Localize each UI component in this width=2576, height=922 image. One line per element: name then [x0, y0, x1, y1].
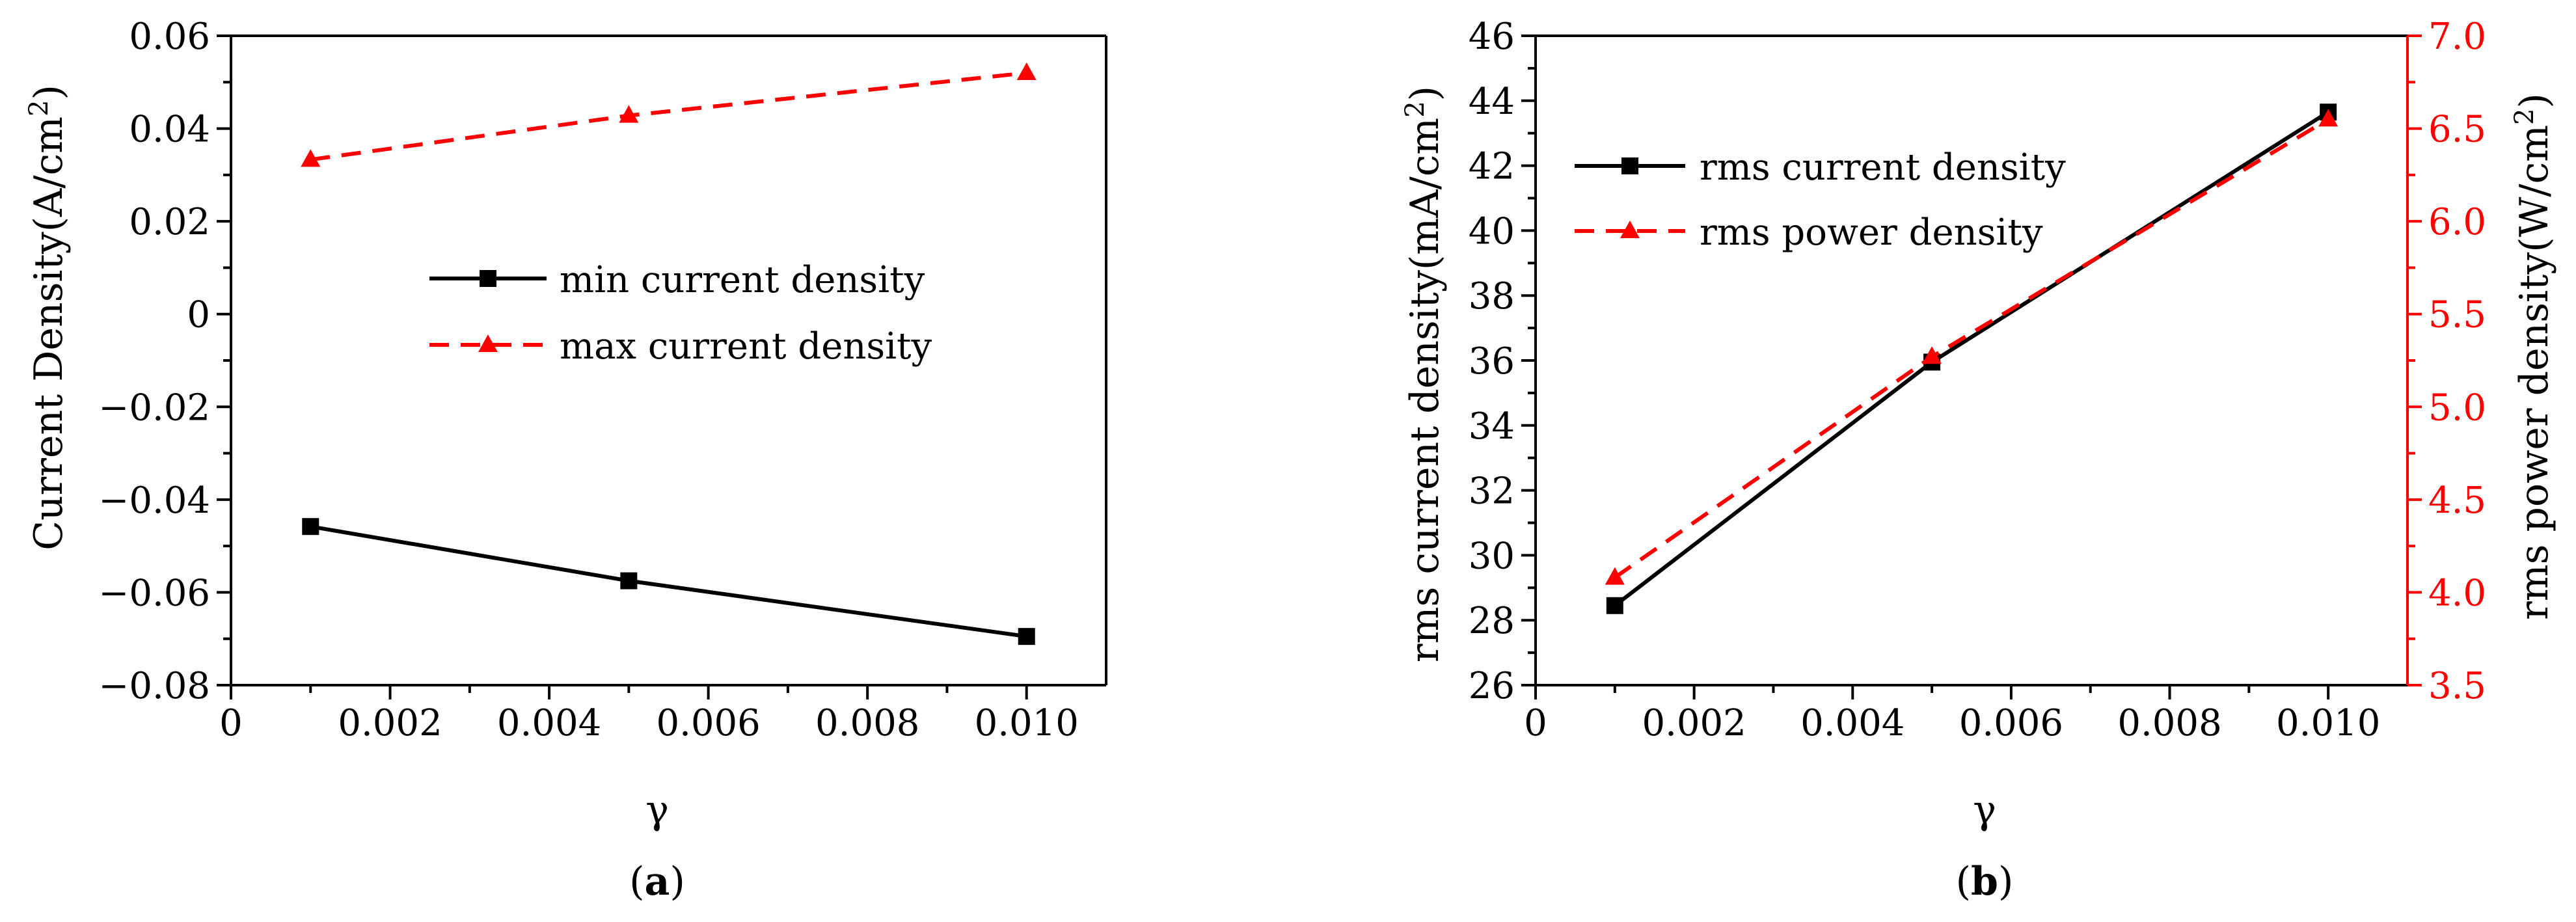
legend-marker-max-current — [478, 334, 498, 352]
panel-a-caption-letter: a — [645, 859, 670, 904]
panel-a-y-axis-label-sup: 2 — [24, 100, 54, 116]
panel-b-x-tick-label: 0.010 — [2276, 702, 2380, 744]
legend-marker-rms-current — [1621, 157, 1638, 174]
panel-b-left-y-axis-label: rms current density(mA/cm2) — [1400, 86, 1448, 662]
panel-b-x-tick-label: 0.008 — [2117, 702, 2221, 744]
panel-b-x-tick-label: 0.004 — [1800, 702, 1905, 744]
panel-a-legend: min current density max current density — [429, 259, 932, 368]
panel-a-x-tick-label: 0.004 — [497, 702, 601, 744]
panel-a-max-current-point — [301, 149, 321, 167]
panel-b-right-y-tick-label: 5.5 — [2428, 294, 2486, 336]
panel-b-rms-power-point — [1605, 567, 1625, 585]
panel-a-x-tick-label: 0.006 — [656, 702, 760, 744]
panel-a-y-tick-label: 0.06 — [129, 16, 210, 58]
panel-b-left-y-tick-label: 32 — [1469, 470, 1515, 513]
panel-b-right-y-tick-label: 3.5 — [2428, 665, 2486, 707]
panel-b-legend: rms current density rms power density — [1575, 146, 2066, 254]
panel-b-left-y-tick-label: 38 — [1469, 275, 1515, 318]
panel-b-left-y-tick-label: 44 — [1469, 81, 1515, 123]
panel-a-y-tick-label: 0.04 — [129, 109, 210, 151]
panel-a-axes: 0 0.002 0.004 0.006 0.008 0.010 −0.08 −0.06 −0.0… — [98, 16, 1107, 744]
panel-b-left-y-axis-label-sup: 2 — [1400, 101, 1430, 117]
panel-a-y-tick-label: −0.04 — [98, 480, 210, 522]
legend-marker-min-current — [480, 270, 496, 287]
legend-label-rms-power: rms power density — [1700, 211, 2043, 254]
panel-b-left-y-tick-label: 28 — [1469, 600, 1515, 642]
panel-b-right-y-tick-label: 6.5 — [2428, 109, 2486, 151]
panel-b-caption: (b) — [1956, 859, 2014, 904]
panel-a-y-tick-label: 0.02 — [129, 201, 210, 243]
legend-label-max-current: max current density — [560, 325, 932, 368]
panel-b-rms-power-point — [1922, 346, 1942, 364]
panel-a-series — [301, 62, 1037, 645]
panel-a-y-tick-label: −0.06 — [98, 572, 210, 614]
panel-a-x-axis-label: γ — [645, 787, 669, 833]
panel-b-left-y-tick-label: 30 — [1469, 535, 1515, 577]
panel-a-min-current-point — [1018, 628, 1035, 645]
panel-a-max-current-point — [619, 105, 639, 123]
panel-b: 0 0.002 0.004 0.006 0.008 0.010 26 28 30 32 34 36 38… — [1400, 16, 2557, 904]
panel-b-left-y-tick-label: 40 — [1469, 210, 1515, 252]
panel-a-y-tick-label: 0 — [187, 294, 210, 336]
panel-b-x-axis-label: γ — [1973, 787, 1996, 833]
panel-b-caption-letter: b — [1971, 859, 1998, 904]
panel-b-rms-current-point — [1606, 597, 1623, 614]
panel-b-rms-power-point — [2318, 109, 2339, 127]
panel-a-y-axis-label-end: ) — [26, 85, 72, 100]
panel-b-left-y-tick-label: 42 — [1469, 146, 1515, 188]
panel-b-right-y-axis-label-sup: 2 — [2510, 109, 2540, 125]
panel-b-right-y-tick-label: 4.0 — [2428, 572, 2486, 614]
panel-b-left-y-tick-label: 34 — [1469, 405, 1515, 448]
panel-a-min-current-point — [620, 572, 638, 590]
panel-b-right-y-tick-label: 5.0 — [2428, 386, 2486, 429]
panel-a-caption: (a) — [629, 859, 685, 904]
panel-a-y-axis-label: Current Density(A/cm2) — [24, 85, 72, 550]
panel-a-min-current-point — [302, 518, 319, 536]
panel-b-right-y-axis-label-main: rms power density(W/cm — [2512, 125, 2557, 620]
panel-b-left-y-tick-label: 46 — [1469, 16, 1515, 58]
panel-a-max-current-line — [310, 71, 1027, 162]
panel-b-x-tick-label: 0 — [1524, 702, 1547, 744]
panel-a: 0 0.002 0.004 0.006 0.008 0.010 −0.08 −0.06 −0.0… — [24, 16, 1107, 904]
panel-a-y-tick-label: −0.02 — [98, 386, 210, 429]
panel-b-right-y-tick-label: 4.5 — [2428, 480, 2486, 522]
panel-b-series — [1605, 103, 2339, 614]
legend-label-min-current: min current density — [560, 259, 925, 301]
panel-b-left-y-axis-label-end: ) — [1402, 86, 1448, 101]
panel-a-max-current-point — [1016, 62, 1037, 81]
panel-b-left-y-axis-label-main: rms current density(mA/cm — [1402, 118, 1448, 662]
panel-b-right-y-tick-label: 7.0 — [2428, 16, 2486, 58]
panel-b-axes: 0 0.002 0.004 0.006 0.008 0.010 26 28 30 32 34 36 38… — [1469, 16, 2486, 744]
panel-b-left-y-tick-label: 36 — [1469, 340, 1515, 383]
panel-b-left-y-tick-label: 26 — [1469, 665, 1515, 707]
panel-b-right-y-axis-label-end: ) — [2512, 93, 2557, 108]
panel-b-x-tick-label: 0.006 — [1959, 702, 2063, 744]
panel-a-x-tick-label: 0.002 — [338, 702, 442, 744]
panel-a-x-tick-label: 0 — [219, 702, 243, 744]
legend-label-rms-current: rms current density — [1700, 146, 2066, 189]
panel-b-right-y-tick-label: 6.0 — [2428, 201, 2486, 243]
legend-marker-rms-power — [1620, 221, 1640, 238]
panel-a-min-current-line — [310, 524, 1027, 639]
panel-a-x-tick-label: 0.008 — [815, 702, 919, 744]
panel-a-y-tick-label: −0.08 — [98, 665, 210, 707]
panel-b-x-tick-label: 0.002 — [1642, 702, 1746, 744]
panel-a-x-tick-label: 0.010 — [975, 702, 1079, 744]
panel-b-right-y-axis-label: rms power density(W/cm2) — [2510, 93, 2557, 620]
panel-a-y-axis-label-main: Current Density(A/cm — [26, 116, 72, 550]
